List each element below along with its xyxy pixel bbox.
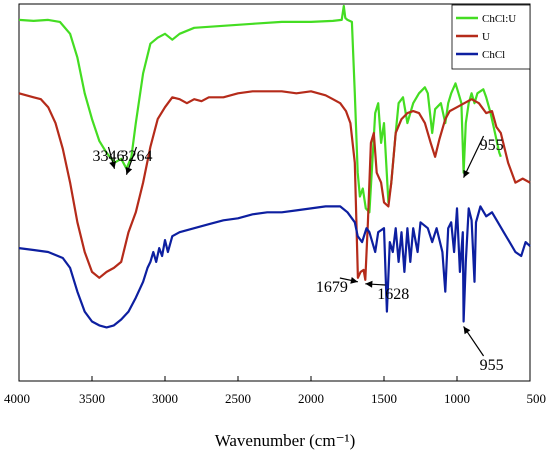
legend-label: ChCl	[482, 49, 505, 61]
x-tick-label: 1000	[444, 391, 470, 406]
x-tick-label: 500	[527, 391, 547, 406]
legend: ChCl:U U ChCl	[451, 4, 531, 70]
annotation-1628: 1628	[365, 280, 409, 303]
x-axis-title: Wavenumber (cm⁻¹)	[215, 431, 356, 450]
annotation-label: 1679	[316, 279, 348, 296]
x-tick-label: 3500	[79, 391, 105, 406]
annotation-label: 3346	[92, 148, 124, 165]
annotation-label: 955	[480, 137, 504, 154]
series-line-chcl-u	[18, 4, 502, 214]
x-tick-label: 2000	[298, 391, 324, 406]
annotation-arrow-line	[463, 135, 485, 178]
x-tick-label: 2500	[225, 391, 251, 406]
annotation-955: 955	[463, 326, 504, 374]
annotation-arrowhead	[365, 280, 373, 288]
x-tick-label: 4000	[4, 391, 30, 406]
series-line-chcl	[18, 205, 531, 329]
annotation-arrowhead	[463, 326, 471, 335]
series-layer	[18, 4, 531, 329]
annotation-arrowhead	[463, 169, 470, 178]
annotation-1679: 1679	[316, 276, 358, 296]
annotation-label: 3264	[120, 148, 152, 165]
annotation-arrowhead	[125, 166, 133, 175]
annotation-arrowhead	[350, 276, 358, 284]
annotation-3346: 3346	[92, 146, 124, 169]
annotation-955: 955	[463, 135, 504, 178]
annotation-3264: 3264	[120, 146, 152, 175]
x-tick-label: 3000	[152, 391, 178, 406]
x-tick-label: 1500	[371, 391, 397, 406]
legend-label: ChCl:U	[482, 13, 516, 25]
annotation-label: 955	[480, 357, 504, 374]
annotation-arrowhead	[109, 161, 116, 169]
x-axis-ticks: 4000 3500 3000 2500 2000 1500 1000 500	[4, 376, 546, 406]
annotation-label: 1628	[377, 286, 409, 303]
plot-frame	[18, 3, 531, 382]
series-line-u	[18, 90, 531, 281]
legend-label: U	[482, 31, 490, 43]
